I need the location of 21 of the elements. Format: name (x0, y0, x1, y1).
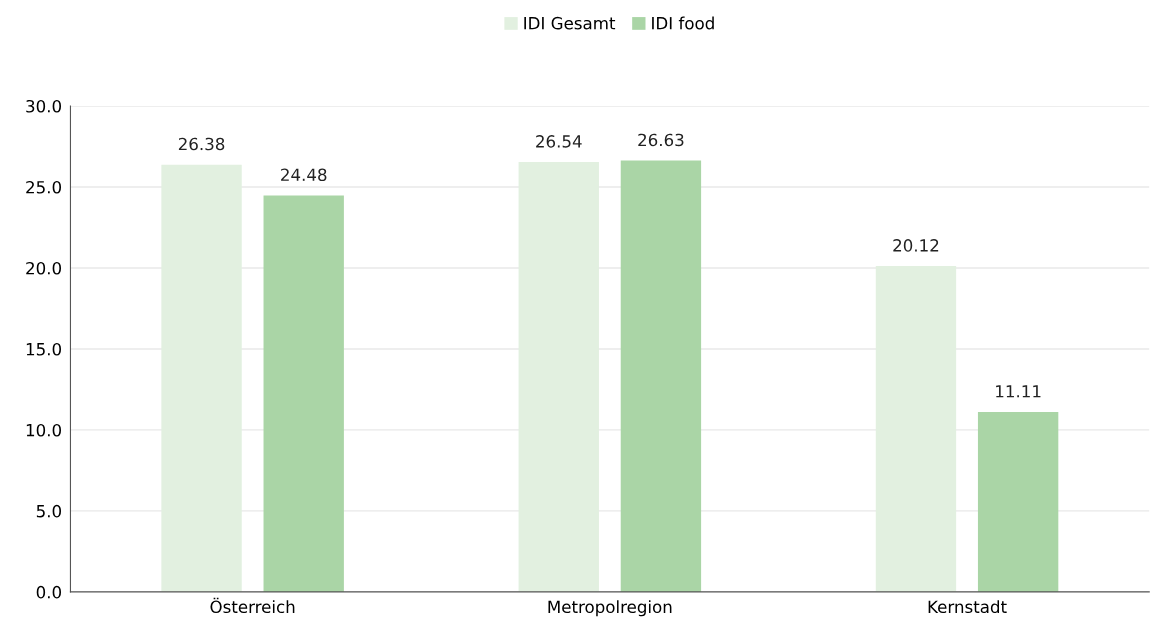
bar (620, 160, 702, 592)
x-tick-label: Metropolregion (548, 600, 672, 617)
x-tick-label: Österreich (210, 597, 295, 614)
data-label: 20.12 (893, 239, 939, 252)
data-label: 26.63 (638, 133, 684, 147)
data-label: 11.11 (996, 385, 1041, 398)
data-label: 24.48 (281, 168, 327, 182)
y-tick-label: 20.0 (26, 261, 62, 275)
data-label: 26.54 (536, 135, 582, 148)
y-tick-label: 30.0 (26, 99, 62, 113)
legend-label: IDI food (652, 16, 714, 30)
x-tick-label: Kernstadt (928, 600, 1007, 614)
bar (263, 195, 344, 592)
y-tick-label: 15.0 (26, 342, 62, 356)
data-label: 26.38 (178, 137, 225, 151)
y-tick-label: 0.0 (36, 585, 62, 599)
bar (977, 411, 1059, 592)
y-tick-label: 25.0 (26, 180, 62, 194)
legend-label: IDI Gesamt (524, 16, 616, 30)
y-tick-label: 10.0 (26, 423, 62, 437)
y-tick-label: 5.0 (36, 504, 62, 518)
